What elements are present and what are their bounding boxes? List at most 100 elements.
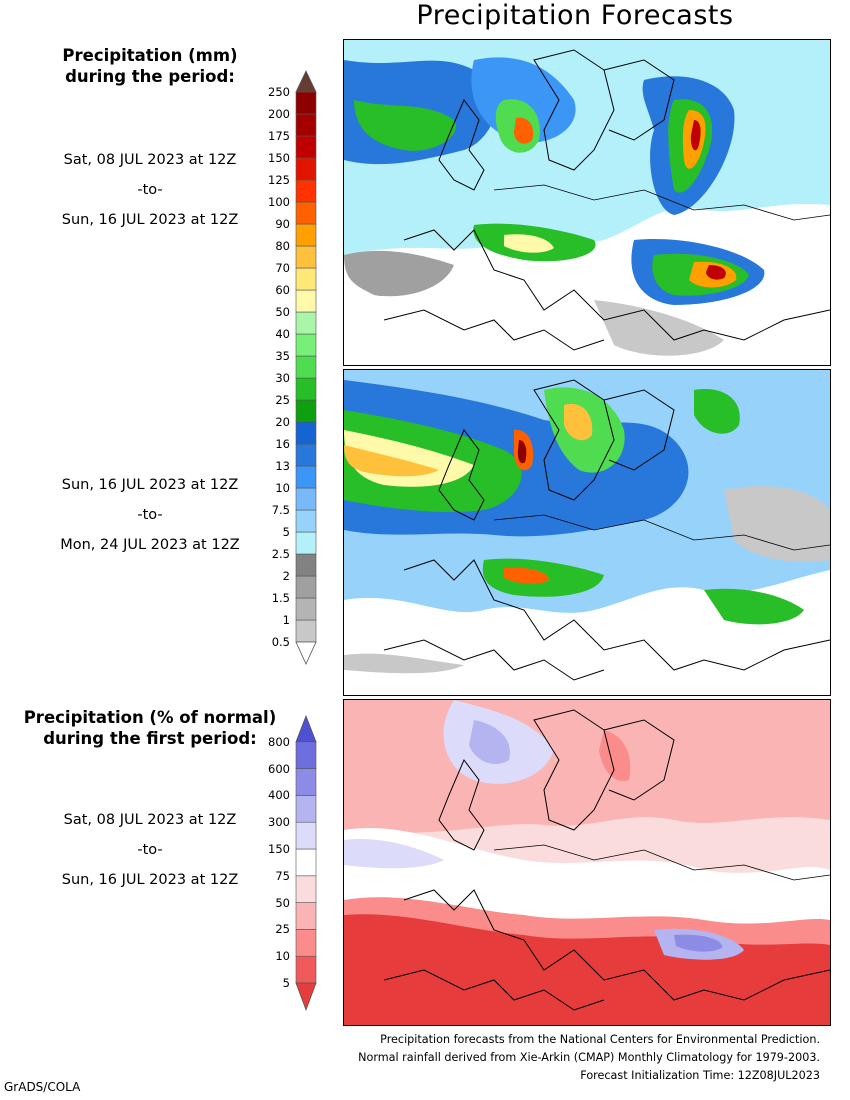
colorbar-swatch: [295, 929, 317, 957]
colorbar-bottom-arrow: [295, 641, 317, 665]
colorbar-swatch: [295, 875, 317, 903]
colorbar-tick-label: 25: [275, 393, 290, 407]
colorbar-swatch: [295, 267, 317, 291]
colorbar-tick-label: 400: [268, 788, 290, 803]
colorbar-tick-label: 25: [275, 922, 290, 937]
colorbar-tick-label: 2.5: [271, 547, 290, 561]
precip-map-week2: [343, 369, 831, 696]
colorbar-tick-label: 10: [275, 481, 290, 495]
colorbar-tick-label: 600: [268, 761, 290, 776]
period1-sep: -to-: [137, 182, 163, 198]
colorbar-tick-label: 150: [268, 151, 290, 165]
colorbar-tick-label: 2: [282, 569, 290, 583]
percent-normal-map-svg: [344, 700, 830, 1025]
colorbar-tick-label: 150: [268, 842, 290, 856]
colorbar-swatch: [295, 201, 317, 225]
period2-end: Mon, 24 JUL 2023 at 12Z: [60, 537, 240, 553]
colorbar-tick-label: 50: [275, 895, 290, 910]
period3-sep: -to-: [137, 842, 163, 858]
colorbar-tick-label: 7.5: [271, 503, 290, 517]
period2-start: Sun, 16 JUL 2023 at 12Z: [61, 477, 239, 493]
colorbar-tick-label: 175: [268, 129, 290, 143]
period3-end: Sun, 16 JUL 2023 at 12Z: [61, 872, 239, 888]
percent-legend-heading: Precipitation (% of normal) during the f…: [10, 707, 290, 749]
colorbar-tick-label: 800: [268, 734, 290, 749]
colorbar-swatch: [295, 531, 317, 555]
colorbar-swatch: [295, 902, 317, 930]
precip-legend-heading: Precipitation (mm) during the period:: [20, 45, 280, 87]
colorbar-swatch: [295, 113, 317, 137]
colorbar-swatch: [295, 553, 317, 577]
colorbar-swatch: [295, 821, 317, 850]
colorbar-swatch: [295, 179, 317, 203]
colorbar-swatch: [295, 575, 317, 599]
colorbar-tick-label: 200: [268, 107, 290, 121]
percent-colorbar-svg: [295, 715, 317, 1011]
colorbar-tick-label: 30: [275, 371, 290, 385]
colorbar-tick-label: 13: [275, 459, 290, 473]
precip-map-week2-svg: [344, 370, 830, 695]
colorbar-swatch: [295, 311, 317, 335]
colorbar-swatch: [295, 465, 317, 489]
precip-map-week1: [343, 39, 831, 366]
colorbar-tick-label: 60: [275, 283, 290, 297]
colorbar-swatch: [295, 91, 317, 115]
footer-line1: Precipitation forecasts from the Nationa…: [380, 1033, 820, 1046]
colorbar-tick-label: 50: [275, 305, 290, 319]
footer-line2: Normal rainfall derived from Xie-Arkin (…: [358, 1051, 820, 1064]
colorbar-tick-label: 10: [275, 949, 290, 964]
precip-map-week1-svg: [344, 40, 830, 365]
colorbar-tick-label: 80: [275, 239, 290, 253]
colorbar-swatch: [295, 619, 317, 643]
grads-credit: GrADS/COLA: [4, 1080, 81, 1094]
precip-legend-heading-line1: Precipitation (mm): [62, 46, 238, 65]
colorbar-swatch: [295, 443, 317, 467]
colorbar-swatch: [295, 848, 317, 877]
colorbar-tick-label: 70: [275, 261, 290, 275]
percent-legend-heading-line2: during the first period:: [43, 729, 257, 748]
colorbar-tick-label: 300: [268, 815, 290, 830]
colorbar-swatch: [295, 399, 317, 423]
percent-legend-heading-line1: Precipitation (% of normal): [23, 708, 277, 727]
colorbar-tick-label: 0.5: [271, 635, 290, 649]
colorbar-swatch: [295, 509, 317, 533]
colorbar-tick-label: 125: [268, 173, 290, 187]
colorbar-tick-label: 40: [275, 327, 290, 341]
colorbar-bottom-arrow: [295, 982, 317, 1011]
colorbar-top-arrow: [295, 70, 317, 93]
colorbar-swatch: [295, 795, 317, 823]
precip-legend-heading-line2: during the period:: [65, 67, 235, 86]
colorbar-swatch: [295, 768, 317, 796]
period1-start: Sat, 08 JUL 2023 at 12Z: [63, 152, 237, 168]
colorbar-swatch: [295, 135, 317, 159]
colorbar-swatch: [295, 421, 317, 445]
precip-colorbar: 0.5 1 1.5 2 2.5 5 7.5 10 13 16 20 25 30 35 40 50 60 70 80 9…: [0, 0, 340, 700]
precip-colorbar-svg: [295, 70, 317, 665]
colorbar-top-arrow: [295, 715, 317, 743]
colorbar-swatch: [295, 487, 317, 511]
colorbar-swatch: [295, 741, 317, 769]
colorbar-swatch: [295, 333, 317, 357]
colorbar-swatch: [295, 597, 317, 621]
percent-colorbar: 5 10 25 50 75 150 300 400 600 800: [0, 700, 340, 1020]
colorbar-tick-label: 90: [275, 217, 290, 231]
colorbar-tick-label: 100: [268, 195, 290, 209]
period2-sep: -to-: [137, 507, 163, 523]
colorbar-tick-label: 1: [282, 613, 290, 627]
footer: Precipitation forecasts from the Nationa…: [358, 1031, 820, 1085]
page-title: Precipitation Forecasts: [416, 0, 734, 31]
colorbar-swatch: [295, 245, 317, 269]
colorbar-swatch: [295, 157, 317, 181]
colorbar-tick-label: 35: [275, 349, 290, 363]
colorbar-tick-label: 20: [275, 415, 290, 429]
colorbar-tick-label: 1.5: [271, 591, 290, 605]
period1-end: Sun, 16 JUL 2023 at 12Z: [61, 212, 239, 228]
colorbar-tick-label: 5: [282, 525, 290, 539]
period3-start: Sat, 08 JUL 2023 at 12Z: [63, 812, 237, 828]
colorbar-swatch: [295, 223, 317, 247]
colorbar-swatch: [295, 377, 317, 401]
colorbar-tick-label: 16: [275, 437, 290, 451]
footer-line3: Forecast Initialization Time: 12Z08JUL20…: [580, 1069, 820, 1082]
colorbar-tick-label: 5: [282, 976, 290, 990]
colorbar-tick-label: 250: [268, 85, 290, 99]
